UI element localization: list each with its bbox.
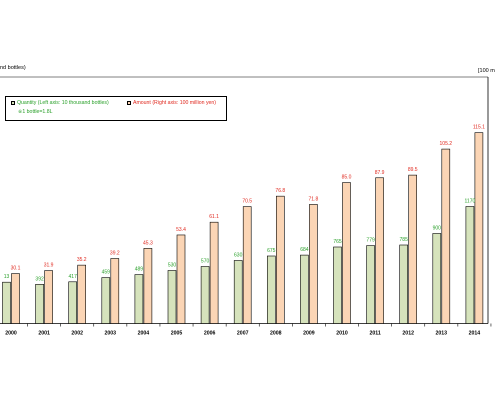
amount-bar: [44, 270, 53, 324]
amount-bar: [143, 248, 153, 324]
quantity-data-label: 459: [102, 270, 111, 276]
quantity-bar: [134, 274, 144, 324]
right-axis-unit-label: [100 m: [478, 68, 495, 74]
amount-bar: [275, 195, 285, 324]
amount-bar: [176, 234, 186, 324]
x-tick-label: 2006: [204, 331, 216, 337]
amount-bar: [474, 132, 484, 324]
x-tick-label: 2013: [436, 331, 448, 337]
amount-bar: [342, 182, 351, 324]
chart-legend: Quantity (Left axis: 10 thousand bottles…: [5, 96, 227, 121]
x-tick-label: 2011: [369, 331, 380, 337]
amount-data-label: 35.2: [77, 257, 87, 263]
x-tick-label: 2007: [237, 331, 249, 337]
quantity-data-label: 785: [400, 237, 409, 243]
x-tick-label: 2002: [71, 331, 83, 337]
quantity-bar: [366, 245, 375, 324]
amount-bar: [209, 221, 219, 324]
amount-data-label: 87.9: [375, 170, 385, 176]
quantity-data-label: 13: [4, 274, 10, 280]
amount-data-label: 39.2: [110, 251, 120, 257]
quantity-bar: [2, 281, 11, 324]
amount-data-label: 30.1: [11, 266, 21, 272]
amount-data-label: 61.1: [209, 214, 219, 220]
quantity-bar: [333, 246, 342, 324]
amount-data-label: 70.5: [242, 199, 252, 205]
amount-data-label: 53.4: [176, 227, 186, 233]
quantity-data-label: 570: [201, 259, 210, 265]
amount-data-label: 115.1: [473, 125, 485, 131]
amount-bar: [441, 148, 451, 324]
x-tick-label: 2012: [402, 331, 414, 337]
amount-bar: [11, 273, 20, 324]
amount-bar: [375, 177, 384, 324]
quantity-bar: [167, 270, 177, 324]
quantity-bar: [432, 233, 442, 324]
quantity-data-label: 675: [267, 248, 276, 254]
amount-data-label: 76.8: [275, 188, 285, 194]
quantity-bar: [68, 281, 77, 324]
quantity-bar: [101, 277, 111, 324]
legend-quantity: Quantity (Left axis: 10 thousand bottles…: [11, 100, 109, 107]
legend-note-text: ※1 bottle=1.8L: [18, 109, 53, 115]
x-tick-label: 2000: [5, 331, 17, 337]
quantity-bar: [300, 254, 309, 324]
quantity-data-label: 530: [168, 263, 177, 269]
amount-bar: [309, 204, 318, 324]
amount-data-label: 85.0: [342, 175, 352, 181]
legend-quantity-label: Quantity (Left axis: 10 thousand bottles…: [17, 100, 109, 106]
quantity-bar: [200, 266, 210, 324]
quantity-data-label: 779: [366, 238, 375, 244]
quantity-data-label: 684: [300, 247, 309, 253]
legend-note: ※1 bottle=1.8L: [18, 109, 53, 116]
amount-data-label: 45.3: [143, 240, 153, 246]
quantity-bar: [399, 244, 409, 324]
quantity-bar: [35, 283, 44, 324]
amount-bar: [242, 206, 252, 324]
amount-data-label: 71.8: [309, 196, 319, 202]
x-tick-label: 2004: [138, 331, 150, 337]
quantity-data-label: 1170: [465, 199, 476, 205]
x-tick-label: 2010: [336, 331, 348, 337]
amount-data-label: 89.5: [408, 167, 418, 173]
quantity-data-label: 765: [333, 239, 342, 245]
left-axis-unit-label: nd bottles): [0, 65, 26, 71]
x-tick-label: 2001: [38, 331, 50, 337]
x-tick-label: 2003: [105, 331, 117, 337]
quantity-data-label: 630: [234, 253, 243, 259]
legend-amount-label: Amount (Right axis: 100 million yen): [133, 100, 217, 106]
legend-amount: Amount (Right axis: 100 million yen): [127, 100, 216, 107]
amount-bar: [110, 258, 120, 324]
x-tick-label: 2008: [270, 331, 282, 337]
quantity-bar: [266, 255, 276, 324]
left-axis-unit-text: nd bottles): [0, 65, 26, 71]
legend-quantity-swatch: [11, 100, 15, 105]
quantity-data-label: 489: [135, 267, 144, 273]
quantity-data-label: 417: [69, 274, 78, 280]
quantity-data-label: 900: [433, 226, 442, 232]
legend-amount-swatch: [127, 100, 131, 105]
amount-data-label: 105.2: [440, 141, 453, 147]
quantity-bar: [233, 260, 243, 324]
amount-bar: [408, 174, 418, 324]
amount-data-label: 31.9: [44, 263, 54, 269]
x-tick-label: 2014: [469, 331, 481, 337]
amount-bar: [77, 264, 86, 324]
quantity-data-label: 392: [35, 276, 44, 282]
x-tick-label: 2009: [303, 331, 315, 337]
right-axis-unit-text: [100 m: [478, 68, 495, 74]
quantity-bar: [465, 206, 475, 324]
x-tick-label: 2005: [171, 331, 183, 337]
